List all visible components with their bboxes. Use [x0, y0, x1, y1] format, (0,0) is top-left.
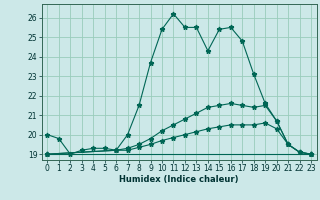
X-axis label: Humidex (Indice chaleur): Humidex (Indice chaleur)	[119, 175, 239, 184]
